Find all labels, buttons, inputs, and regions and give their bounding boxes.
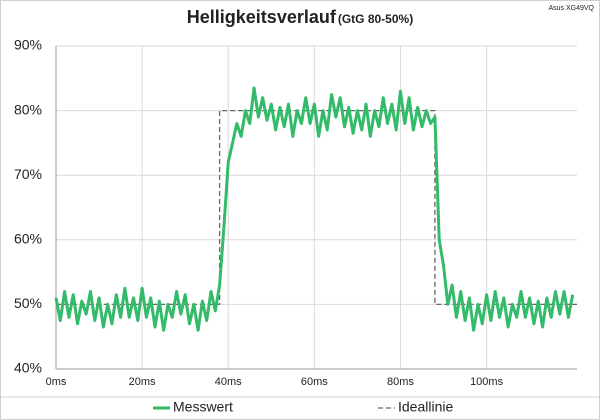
x-tick-label: 40ms <box>215 376 242 388</box>
y-tick-label: 60% <box>14 231 42 247</box>
y-tick-label: 90% <box>14 37 42 53</box>
x-tick-label: 100ms <box>470 376 504 388</box>
chart-subtitle: (GtG 80-50%) <box>338 12 413 26</box>
x-tick-label: 80ms <box>387 376 414 388</box>
x-tick-label: 60ms <box>301 376 328 388</box>
legend-label: Messwert <box>173 399 233 415</box>
series-line <box>54 86 575 332</box>
x-tick-label: 0ms <box>46 376 67 388</box>
y-tick-label: 40% <box>14 360 42 376</box>
y-tick-label: 50% <box>14 295 42 311</box>
annotation: Asus XG49VQ <box>548 5 594 12</box>
chart-title: Helligkeitsverlauf <box>187 7 337 27</box>
y-tick-label: 70% <box>14 166 42 182</box>
y-tick-label: 80% <box>14 101 42 117</box>
x-tick-label: 20ms <box>129 376 156 388</box>
legend-label: Ideallinie <box>398 399 453 415</box>
